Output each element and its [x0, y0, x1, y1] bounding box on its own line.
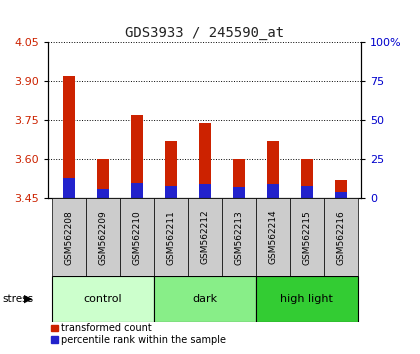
- Bar: [63, 178, 75, 198]
- Text: GSM562208: GSM562208: [64, 210, 73, 264]
- Text: ▶: ▶: [24, 294, 33, 304]
- Bar: [86, 198, 120, 276]
- Text: control: control: [84, 294, 122, 304]
- Text: stress: stress: [2, 294, 33, 304]
- Bar: [120, 198, 154, 276]
- Text: GSM562215: GSM562215: [302, 210, 311, 264]
- Bar: [154, 198, 188, 276]
- Bar: [97, 159, 109, 198]
- Text: GSM562213: GSM562213: [234, 210, 243, 264]
- Text: GSM562211: GSM562211: [166, 210, 175, 264]
- Bar: [165, 186, 177, 198]
- Bar: [267, 141, 279, 198]
- Bar: [301, 159, 313, 198]
- Text: GSM562212: GSM562212: [200, 210, 209, 264]
- Legend: transformed count, percentile rank within the sample: transformed count, percentile rank withi…: [47, 319, 230, 349]
- Text: GSM562214: GSM562214: [268, 210, 277, 264]
- Bar: [256, 276, 358, 322]
- Text: GSM562216: GSM562216: [336, 210, 345, 264]
- Bar: [301, 186, 313, 198]
- Bar: [154, 276, 256, 322]
- Text: GSM562210: GSM562210: [132, 210, 141, 264]
- Bar: [165, 141, 177, 198]
- Bar: [199, 123, 211, 198]
- Bar: [290, 198, 324, 276]
- Text: dark: dark: [192, 294, 217, 304]
- Bar: [131, 115, 143, 198]
- Bar: [267, 184, 279, 198]
- Bar: [335, 180, 347, 198]
- Bar: [52, 276, 154, 322]
- Bar: [335, 192, 347, 198]
- Bar: [222, 198, 256, 276]
- Bar: [63, 76, 75, 198]
- Bar: [233, 187, 245, 198]
- Text: GSM562209: GSM562209: [98, 210, 107, 264]
- Bar: [52, 198, 86, 276]
- Bar: [97, 189, 109, 198]
- Bar: [256, 198, 290, 276]
- Bar: [324, 198, 358, 276]
- Bar: [199, 184, 211, 198]
- Bar: [233, 159, 245, 198]
- Bar: [188, 198, 222, 276]
- Text: high light: high light: [280, 294, 333, 304]
- Bar: [131, 183, 143, 198]
- Title: GDS3933 / 245590_at: GDS3933 / 245590_at: [125, 26, 284, 40]
